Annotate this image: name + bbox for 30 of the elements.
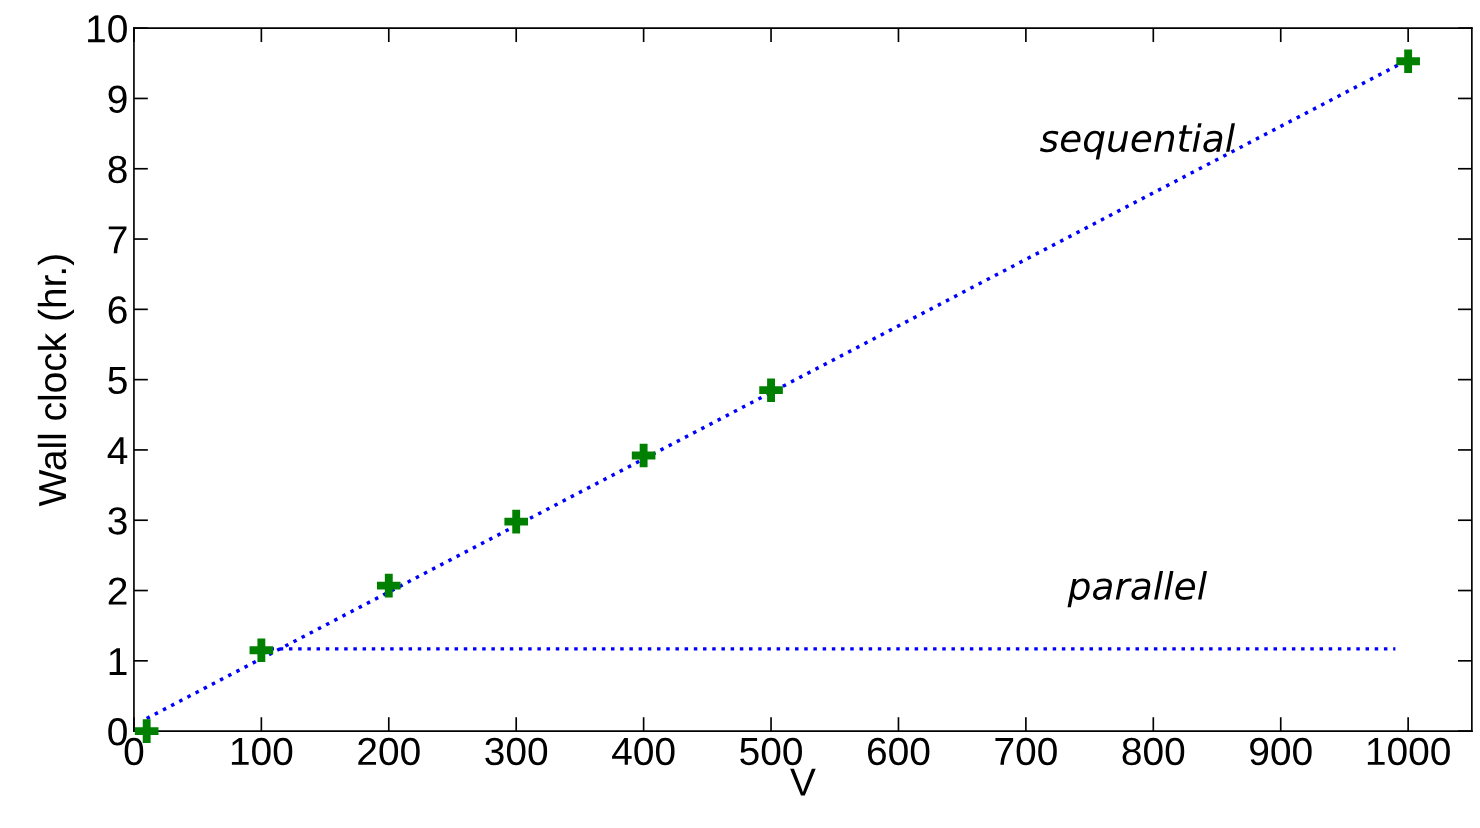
x-tick-label: 200 <box>358 737 420 766</box>
y-tick-label: 10 <box>88 15 127 43</box>
y-tick-label: 7 <box>108 226 127 254</box>
y-tick-label: 3 <box>108 507 127 535</box>
y-tick-label: 6 <box>108 296 127 324</box>
y-tick-label: 1 <box>109 648 127 675</box>
x-tick-label: 900 <box>1250 737 1312 766</box>
y-tick-label: 9 <box>108 85 127 113</box>
x-tick-label: 800 <box>1122 737 1185 766</box>
point <box>376 573 401 598</box>
point <box>759 378 783 402</box>
series-label: parallel <box>1067 570 1207 608</box>
x-tick-label: 700 <box>995 737 1057 766</box>
y-axis-title: Wall clock (hr.) <box>37 255 74 507</box>
series-label: sequential <box>1040 123 1235 160</box>
x-tick-label: 500 <box>740 737 802 766</box>
point <box>504 509 529 534</box>
x-tick-label: 100 <box>231 737 293 766</box>
x-tick-label: 600 <box>868 737 930 766</box>
y-tick-label: 5 <box>108 366 127 395</box>
x-tick-label: 400 <box>612 737 675 766</box>
point <box>1396 49 1420 73</box>
y-tick-label: 2 <box>108 577 127 605</box>
x-tick-label: 300 <box>485 737 548 766</box>
x-tick-label: 1000 <box>1367 737 1450 766</box>
y-tick-label: 8 <box>108 155 127 184</box>
point <box>631 443 656 468</box>
y-tick-label: 4 <box>107 437 128 465</box>
x-axis-title: V <box>790 768 816 796</box>
point <box>249 638 274 663</box>
